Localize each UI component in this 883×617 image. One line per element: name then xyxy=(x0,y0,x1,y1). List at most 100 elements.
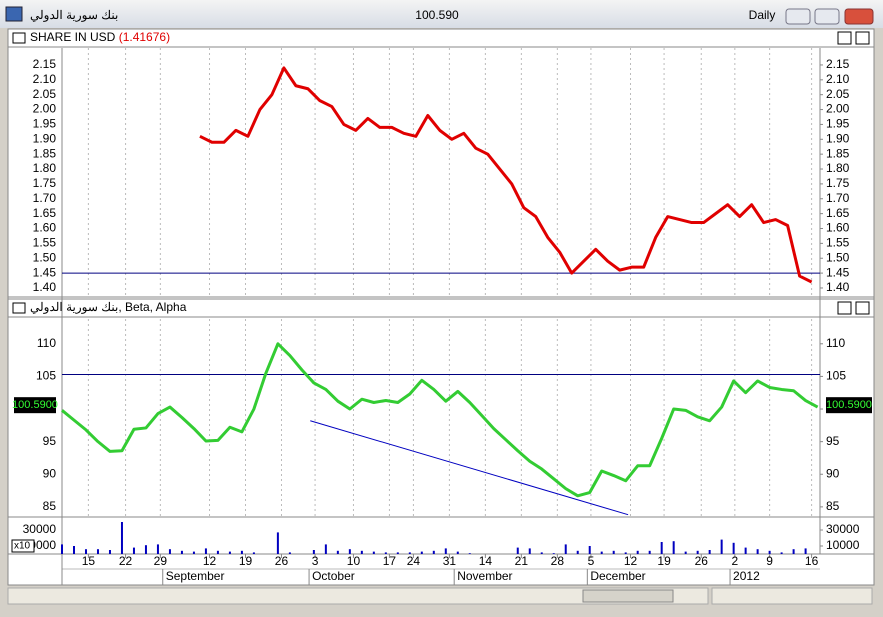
multiplier-badge xyxy=(11,539,35,553)
y-tick-label-right: 1.70 xyxy=(826,191,850,205)
panel1-header xyxy=(7,28,875,48)
y-tick-label-right: 2.00 xyxy=(826,102,850,116)
scroll-thumb[interactable] xyxy=(582,589,674,603)
y-tick-label-right: 105 xyxy=(826,369,846,383)
volume-bar xyxy=(168,549,171,554)
y-tick-label: 110 xyxy=(37,336,56,350)
y-tick-label: 2.15 xyxy=(33,57,57,71)
volume-bar xyxy=(564,544,567,554)
y-tick-label-right: 1.85 xyxy=(826,146,850,160)
volume-bar xyxy=(648,550,651,554)
volume-bar xyxy=(432,550,435,554)
x-tick-label: 15 xyxy=(82,554,96,568)
y-tick-label-right: 1.65 xyxy=(826,206,850,220)
volume-bar xyxy=(732,542,735,554)
series-line xyxy=(61,342,819,498)
volume-bar xyxy=(516,547,519,554)
volume-bar xyxy=(156,544,159,554)
x-tick-label: 21 xyxy=(515,554,529,568)
volume-bar xyxy=(84,549,87,554)
value-box-label: 100.5900 xyxy=(826,399,872,411)
panel-restore[interactable] xyxy=(837,31,852,45)
y-tick-label: 1.65 xyxy=(33,206,57,220)
volume-bar xyxy=(660,542,663,554)
x-tick-label: 28 xyxy=(551,554,565,568)
panel-close[interactable] xyxy=(855,31,870,45)
volume-bar xyxy=(780,552,783,554)
volume-bar xyxy=(180,550,183,554)
volume-bar xyxy=(192,551,195,554)
x-tick-label: 10 xyxy=(347,554,361,568)
y-tick-label: 1.75 xyxy=(33,176,57,190)
volume-bar xyxy=(96,549,99,554)
x-tick-label: 9 xyxy=(766,554,773,568)
maximize-button[interactable] xyxy=(814,8,840,25)
value-box-label: 100.5900 xyxy=(12,399,58,411)
volume-bar xyxy=(468,553,471,554)
panel-close[interactable] xyxy=(855,301,870,315)
scrollbar[interactable] xyxy=(7,587,709,605)
multiplier: x10 xyxy=(14,541,31,552)
x-tick-label: 5 xyxy=(588,554,595,568)
month-label: December xyxy=(590,569,645,583)
plots: 15 22 29 12 19 26 3 10 17 24 31 14 21 28 5 12 19 26 2 9 16Se… xyxy=(11,48,872,585)
y-tick-label: 2.10 xyxy=(33,72,57,86)
volume-bar xyxy=(612,550,615,554)
y-tick-label-right: 1.55 xyxy=(826,236,850,250)
x-tick-label: 12 xyxy=(624,554,638,568)
month-label: September xyxy=(166,569,225,583)
panel1-title-text: SHARE IN USD xyxy=(30,30,116,44)
panel-icon xyxy=(12,302,26,314)
volume-bar xyxy=(240,550,243,554)
month-label: October xyxy=(312,569,355,583)
volume-bar xyxy=(720,539,723,554)
volume-bar xyxy=(120,522,123,554)
value-box xyxy=(826,397,872,414)
minimize-button[interactable] xyxy=(785,8,811,25)
trend-line xyxy=(310,420,629,516)
toolbar xyxy=(711,587,873,605)
volume-bar xyxy=(528,548,531,554)
y-tick-label-right: 1.95 xyxy=(826,117,850,131)
panel-restore[interactable] xyxy=(837,301,852,315)
y-tick-label-right: 10000 xyxy=(826,538,860,552)
y-tick-label: 1.60 xyxy=(33,221,57,235)
volume-bar xyxy=(348,549,351,554)
volume-bar xyxy=(420,551,423,554)
volume-bar xyxy=(624,552,627,554)
y-tick-label-right: 1.90 xyxy=(826,131,850,145)
y-tick-label: 1.50 xyxy=(33,250,57,264)
value-box xyxy=(14,397,56,414)
y-tick-label: 105 xyxy=(36,369,56,383)
volume-bar xyxy=(372,551,375,554)
close-button[interactable] xyxy=(844,8,874,25)
volume-bar xyxy=(756,549,759,554)
y-tick-label: 2.05 xyxy=(33,87,57,101)
y-tick-label-right: 2.15 xyxy=(826,57,850,71)
y-tick-label: 85 xyxy=(43,499,57,513)
volume-bar xyxy=(61,544,63,554)
y-tick-label-right: 85 xyxy=(826,499,840,513)
y-tick-label: 1.70 xyxy=(33,191,57,205)
panel2-header xyxy=(7,298,875,318)
y-tick-label-right: 1.45 xyxy=(826,265,850,279)
y-tick-label-right: 1.40 xyxy=(826,280,850,294)
y-tick-label: 90 xyxy=(43,466,57,480)
x-tick-label: 2 xyxy=(732,554,739,568)
period: Daily xyxy=(749,8,776,22)
month-label: 2012 xyxy=(733,569,760,583)
volume-bar xyxy=(252,552,255,554)
volume-bar xyxy=(768,550,771,554)
volume-bar xyxy=(744,547,747,554)
y-tick-label: 1.80 xyxy=(33,161,57,175)
panel1-title-value: (1.41676) xyxy=(119,30,170,44)
x-tick-label: 19 xyxy=(239,554,253,568)
volume-bar xyxy=(792,549,795,554)
volume-bar xyxy=(456,551,459,554)
x-tick-label: 26 xyxy=(275,554,289,568)
panel1-title: SHARE IN USD (1.41676) xyxy=(30,30,170,44)
panel-icon xyxy=(12,32,26,44)
volume-bar xyxy=(132,547,135,554)
volume-bar xyxy=(72,546,75,554)
